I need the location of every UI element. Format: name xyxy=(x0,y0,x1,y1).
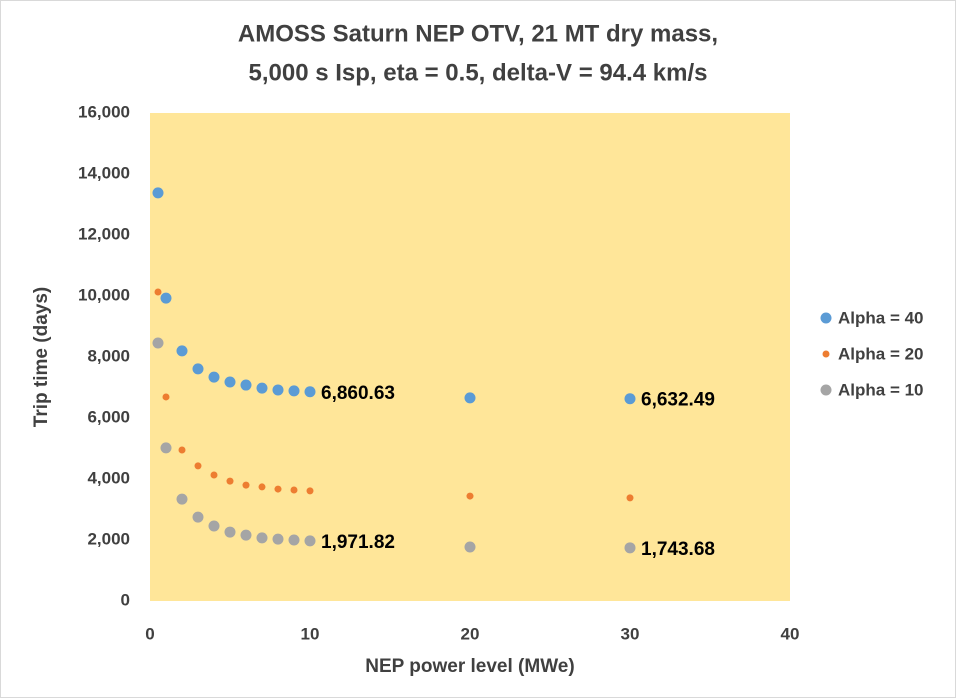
legend-marker xyxy=(822,350,830,358)
y-tick-label: 10,000 xyxy=(78,285,130,304)
data-point xyxy=(176,345,188,357)
data-label: 6,860.63 xyxy=(321,383,395,404)
x-tick-label: 30 xyxy=(621,624,640,643)
data-point xyxy=(160,292,172,304)
y-tick-label: 14,000 xyxy=(78,163,130,182)
chart-title: 5,000 s Isp, eta = 0.5, delta-V = 94.4 k… xyxy=(249,59,708,86)
y-tick-label: 6,000 xyxy=(87,407,130,426)
y-axis-label: Trip time (days) xyxy=(31,287,52,427)
data-point xyxy=(192,363,204,375)
data-label: 1,971.82 xyxy=(321,532,395,553)
legend-label: Alpha = 10 xyxy=(838,380,924,399)
data-point xyxy=(464,541,476,553)
data-point xyxy=(240,529,252,541)
data-point xyxy=(272,533,284,545)
data-point xyxy=(208,371,220,383)
y-tick-label: 4,000 xyxy=(87,468,130,487)
data-point xyxy=(192,511,204,523)
legend-label: Alpha = 20 xyxy=(838,344,924,363)
data-point xyxy=(224,526,236,538)
data-point xyxy=(224,376,236,388)
data-point xyxy=(210,471,218,479)
data-point xyxy=(288,534,300,546)
data-point xyxy=(624,393,636,405)
x-tick-label: 40 xyxy=(781,624,800,643)
x-tick-label: 20 xyxy=(461,624,480,643)
data-point xyxy=(256,382,268,394)
data-point xyxy=(240,379,252,391)
plot-area xyxy=(150,113,790,601)
data-point xyxy=(290,486,298,494)
data-label: 6,632.49 xyxy=(641,390,715,411)
data-point xyxy=(306,487,314,495)
data-point xyxy=(258,483,266,491)
data-point xyxy=(208,520,220,532)
data-point xyxy=(624,542,636,554)
x-tick-label: 0 xyxy=(145,624,154,643)
data-label: 1,743.68 xyxy=(641,539,715,560)
legend-label: Alpha = 40 xyxy=(838,308,924,327)
data-point xyxy=(178,446,186,454)
data-point xyxy=(288,385,300,397)
data-point xyxy=(152,187,164,199)
y-tick-label: 16,000 xyxy=(78,102,130,121)
data-point xyxy=(466,492,474,500)
data-point xyxy=(194,462,202,470)
data-point xyxy=(304,386,316,398)
y-tick-label: 8,000 xyxy=(87,346,130,365)
data-point xyxy=(272,384,284,396)
data-point xyxy=(176,493,188,505)
data-point xyxy=(242,481,250,489)
legend-marker xyxy=(820,384,832,396)
data-point xyxy=(256,532,268,544)
y-tick-label: 12,000 xyxy=(78,224,130,243)
y-tick-label: 2,000 xyxy=(87,529,130,548)
data-point xyxy=(274,485,282,493)
data-point xyxy=(152,337,164,349)
x-tick-label: 10 xyxy=(301,624,320,643)
data-point xyxy=(226,477,234,485)
data-point xyxy=(160,442,172,454)
legend-marker xyxy=(820,312,832,324)
data-point xyxy=(464,392,476,404)
x-axis-label: NEP power level (MWe) xyxy=(365,656,574,677)
data-point xyxy=(154,288,162,296)
data-point xyxy=(162,393,170,401)
data-point xyxy=(304,535,316,547)
data-point xyxy=(626,494,634,502)
y-tick-label: 0 xyxy=(121,590,130,609)
chart-title: AMOSS Saturn NEP OTV, 21 MT dry mass, xyxy=(238,20,718,47)
